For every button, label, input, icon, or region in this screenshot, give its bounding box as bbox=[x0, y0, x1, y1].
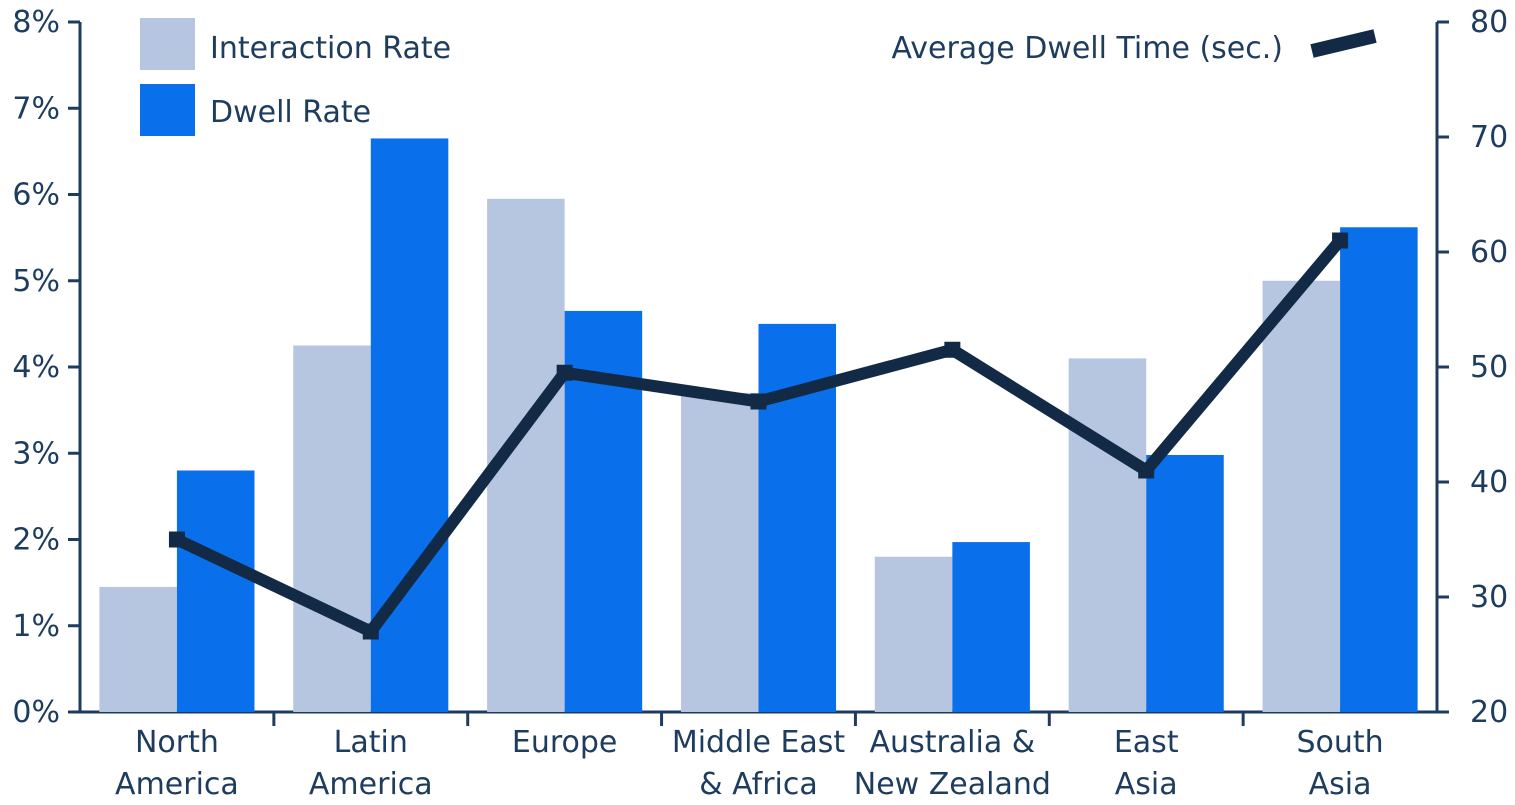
bar-interaction-rate bbox=[1068, 358, 1147, 712]
legend-line-sample bbox=[1310, 29, 1377, 58]
bar-interaction-rate bbox=[680, 392, 759, 712]
right-tick-label: 50 bbox=[1470, 350, 1508, 385]
right-axis-ticks: 20 30 40 50 60 70 80 bbox=[1437, 5, 1508, 730]
right-tick-label: 40 bbox=[1470, 465, 1508, 500]
bar-dwell-rate bbox=[176, 470, 255, 712]
left-tick-label: 4% bbox=[12, 350, 60, 385]
category-label: Latin bbox=[334, 725, 408, 760]
dwell-time-point bbox=[750, 393, 767, 410]
left-tick-label: 8% bbox=[12, 5, 60, 40]
right-tick-label: 30 bbox=[1470, 580, 1508, 615]
category-label: North bbox=[135, 725, 219, 760]
left-tick-label: 5% bbox=[12, 264, 60, 299]
left-tick-label: 6% bbox=[12, 178, 60, 213]
category-label: America bbox=[309, 767, 433, 802]
legend-swatch-interaction-rate bbox=[140, 18, 195, 70]
bar-dwell-rate bbox=[952, 542, 1030, 712]
dwell-time-point bbox=[168, 531, 185, 548]
left-axis-ticks: 0% 1% 2% 3% 4% 5% 6% 7% 8% bbox=[12, 5, 80, 730]
right-tick-label: 80 bbox=[1470, 5, 1508, 40]
category-label: America bbox=[115, 767, 239, 802]
category-label: New Zealand bbox=[854, 767, 1051, 802]
category-label: East bbox=[1114, 725, 1179, 760]
category-label: South bbox=[1296, 725, 1383, 760]
left-tick-label: 7% bbox=[12, 91, 60, 126]
left-tick-label: 2% bbox=[12, 523, 60, 558]
category-label: Middle East bbox=[672, 725, 846, 760]
dwell-time-point bbox=[362, 623, 379, 640]
bar-interaction-rate bbox=[293, 345, 371, 712]
category-labels: North America Latin America Europe Middle Eas… bbox=[115, 725, 1384, 802]
right-tick-label: 70 bbox=[1470, 120, 1508, 155]
dwell-time-point bbox=[1332, 232, 1349, 249]
legend-label-interaction-rate: Interaction Rate bbox=[210, 31, 451, 66]
legend-label-dwell-rate: Dwell Rate bbox=[210, 95, 371, 130]
bar-dwell-rate bbox=[1340, 227, 1418, 712]
legend-label-average-dwell-time: Average Dwell Time (sec.) bbox=[891, 31, 1283, 66]
legend: Interaction Rate Dwell Rate Average Dwel… bbox=[140, 18, 1377, 136]
bar-dwell-rate bbox=[1146, 454, 1224, 712]
dwell-time-line bbox=[168, 232, 1349, 640]
left-tick-label: 1% bbox=[12, 609, 60, 644]
category-label: Asia bbox=[1115, 767, 1178, 802]
left-tick-label: 0% bbox=[12, 695, 60, 730]
dwell-time-point bbox=[944, 341, 961, 358]
left-tick-label: 3% bbox=[12, 436, 60, 471]
bar-interaction-rate bbox=[1262, 280, 1341, 712]
dwell-time-point bbox=[556, 364, 573, 381]
bars bbox=[99, 138, 1418, 726]
category-label: Asia bbox=[1309, 767, 1372, 802]
bar-interaction-rate bbox=[99, 586, 177, 712]
dwell-time-point bbox=[1138, 462, 1155, 479]
right-tick-label: 60 bbox=[1470, 235, 1508, 270]
bar-interaction-rate bbox=[874, 556, 953, 712]
category-label: Europe bbox=[512, 725, 618, 760]
category-label: Australia & bbox=[870, 725, 1036, 760]
right-tick-label: 20 bbox=[1470, 695, 1508, 730]
category-label: & Africa bbox=[699, 767, 818, 802]
legend-swatch-dwell-rate bbox=[140, 84, 195, 136]
